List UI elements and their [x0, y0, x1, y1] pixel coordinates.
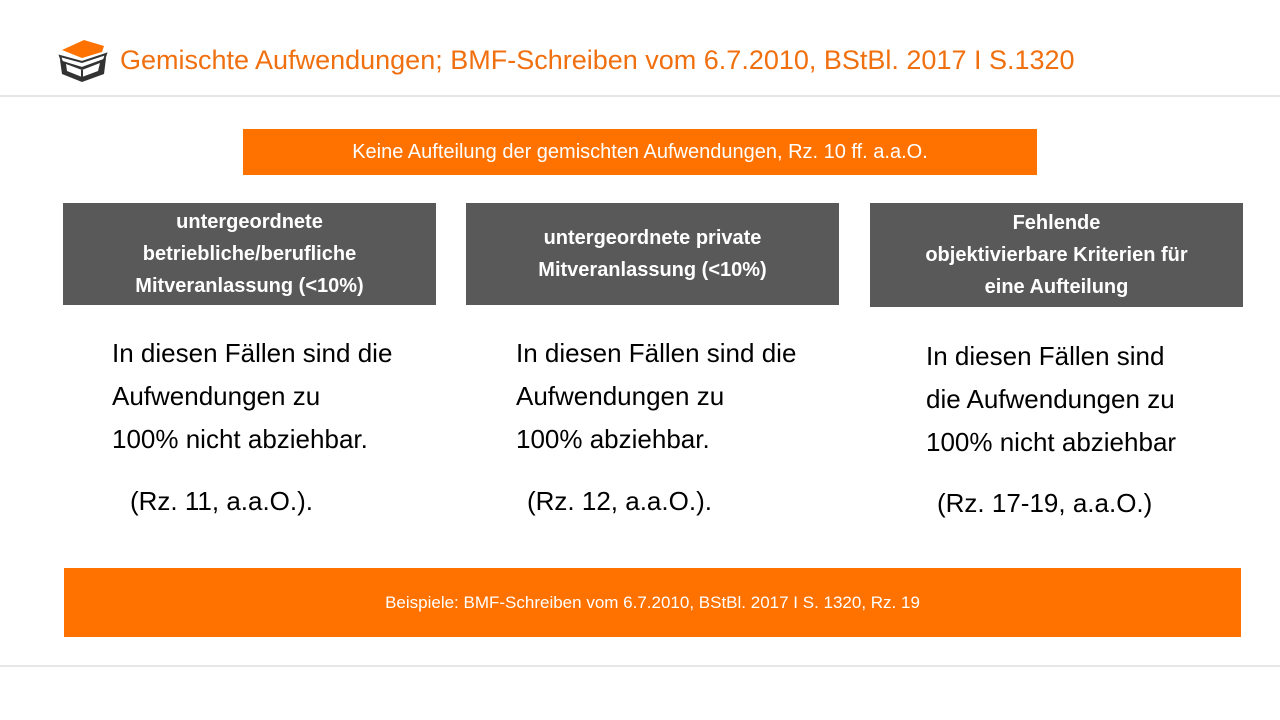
column-3-reference: (Rz. 17-19, a.a.O.): [937, 488, 1153, 518]
column-3-heading-line: objektivierbare Kriterien für: [925, 244, 1188, 266]
column-2-reference: (Rz. 12, a.a.O.).: [527, 486, 712, 516]
column-1-heading-line: Mitveranlassung (<10%): [135, 275, 364, 297]
column-2-body: In diesen Fällen sind die Aufwendungen z…: [516, 332, 836, 461]
column-3-body-line: In diesen Fällen sind: [926, 341, 1165, 371]
column-3-heading-line: eine Aufteilung: [984, 276, 1129, 298]
column-1-body: In diesen Fällen sind die Aufwendungen z…: [112, 332, 432, 461]
column-1-heading-line: untergeordnete: [176, 211, 323, 233]
column-1-reference: (Rz. 11, a.a.O.).: [130, 486, 314, 516]
column-3-body: In diesen Fällen sind die Aufwendungen z…: [926, 335, 1226, 464]
column-3-body-line: 100% nicht abziehbar: [926, 427, 1177, 457]
column-3-heading-line: Fehlende: [1012, 212, 1101, 234]
column-1-heading: untergeordnete betriebliche/berufliche M…: [63, 203, 436, 305]
column-3-heading: Fehlende objektivierbare Kriterien für e…: [870, 203, 1243, 307]
page-title: Gemischte Aufwendungen; BMF-Schreiben vo…: [120, 45, 1075, 75]
examples-banner: Beispiele: BMF-Schreiben vom 6.7.2010, B…: [64, 568, 1241, 637]
column-3-body-line: die Aufwendungen zu: [926, 384, 1175, 414]
subtitle-banner: Keine Aufteilung der gemischten Aufwendu…: [243, 129, 1037, 175]
column-2-heading: untergeordnete private Mitveranlassung (…: [466, 203, 839, 305]
column-2-body-line: Aufwendungen zu: [516, 381, 725, 411]
column-2-body-line: In diesen Fällen sind die: [516, 338, 797, 368]
examples-text: Beispiele: BMF-Schreiben vom 6.7.2010, B…: [385, 592, 920, 612]
column-2-heading-line: Mitveranlassung (<10%): [538, 259, 767, 281]
column-1-body-line: 100% nicht abziehbar.: [112, 424, 368, 454]
graduation-cap-book-icon: [54, 36, 110, 86]
bottom-divider: [0, 665, 1280, 667]
slide-header: Gemischte Aufwendungen; BMF-Schreiben vo…: [0, 0, 1280, 96]
subtitle-text: Keine Aufteilung der gemischten Aufwendu…: [352, 140, 928, 163]
column-2-body-line: 100% abziehbar.: [516, 424, 710, 454]
column-2-heading-line: untergeordnete private: [543, 227, 762, 249]
column-1-heading-line: betriebliche/berufliche: [142, 243, 357, 265]
column-1-body-line: In diesen Fällen sind die: [112, 338, 393, 368]
column-1-body-line: Aufwendungen zu: [112, 381, 321, 411]
top-divider: [0, 95, 1280, 97]
